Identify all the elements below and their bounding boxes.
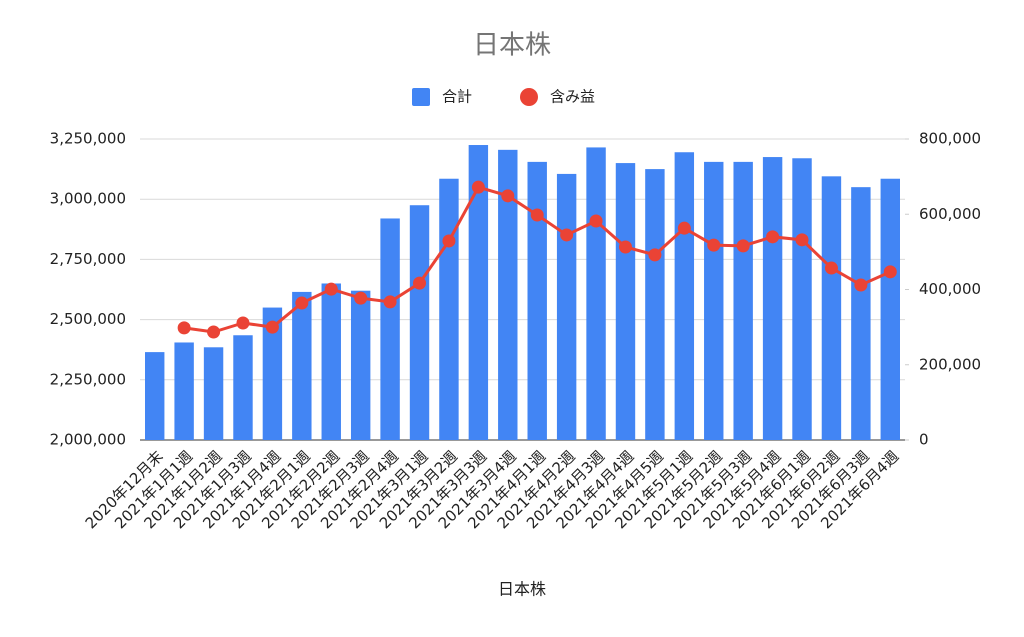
y-tick-label: 3,250,000 [50, 130, 126, 148]
y2-tick-label: 200,000 [919, 355, 981, 373]
bar [468, 145, 489, 440]
line-point [442, 234, 456, 248]
line-point [295, 296, 309, 310]
bar [851, 187, 871, 440]
bar [821, 176, 842, 440]
bar [762, 157, 783, 440]
bar [145, 352, 165, 440]
line-point [177, 321, 191, 335]
line-point [354, 291, 368, 305]
y-tick-label: 2,750,000 [50, 250, 126, 268]
y-tick-label: 2,250,000 [50, 370, 126, 388]
bar [174, 342, 194, 440]
y2-tick-label: 0 [919, 431, 929, 449]
y-tick-label: 3,000,000 [50, 190, 126, 208]
bar [439, 178, 459, 440]
bar [586, 147, 606, 441]
bar [321, 283, 341, 440]
legend-label: 含み益 [550, 88, 595, 106]
line-point [618, 240, 632, 254]
bar [380, 218, 400, 440]
bar [233, 335, 253, 440]
y2-tick-label: 600,000 [919, 205, 981, 223]
line-point [648, 248, 662, 262]
line-point [265, 320, 279, 334]
bar [792, 158, 812, 440]
y2-tick-label: 400,000 [919, 280, 981, 298]
line-point [501, 189, 515, 203]
line-point [471, 180, 485, 194]
line-point [795, 233, 809, 247]
line-point [589, 214, 603, 228]
line-point [383, 295, 397, 309]
legend-label: 合計 [442, 88, 472, 106]
bar [880, 178, 900, 440]
bar [704, 161, 724, 440]
legend-swatch [412, 88, 430, 106]
bar [350, 290, 371, 440]
line-point [736, 239, 750, 253]
bar [292, 291, 312, 440]
y2-tick-label: 800,000 [919, 130, 981, 148]
bar [674, 152, 695, 440]
line-point [207, 325, 221, 339]
legend-swatch [520, 88, 538, 106]
line-point [324, 282, 338, 296]
line-point [530, 208, 544, 222]
bar [556, 173, 577, 440]
bar [498, 149, 518, 440]
line-point [824, 261, 838, 275]
line-point [560, 228, 574, 242]
bar [733, 161, 753, 440]
line-point [677, 221, 691, 235]
y-tick-label: 2,000,000 [50, 431, 126, 449]
bar [203, 347, 224, 440]
chart-title: 日本株 [473, 31, 551, 61]
line-point [854, 278, 868, 292]
line-point [883, 265, 897, 279]
x-axis-title: 日本株 [498, 580, 546, 599]
line-point [236, 316, 250, 330]
bar [262, 307, 283, 440]
bar [527, 161, 547, 440]
line-point [766, 230, 780, 244]
y-tick-label: 2,500,000 [50, 310, 126, 328]
bar [409, 205, 430, 440]
bar [615, 163, 636, 440]
legend: 合計 含み益 [412, 88, 595, 106]
line-point [707, 238, 721, 252]
bar [645, 169, 665, 440]
line-point [413, 276, 427, 290]
